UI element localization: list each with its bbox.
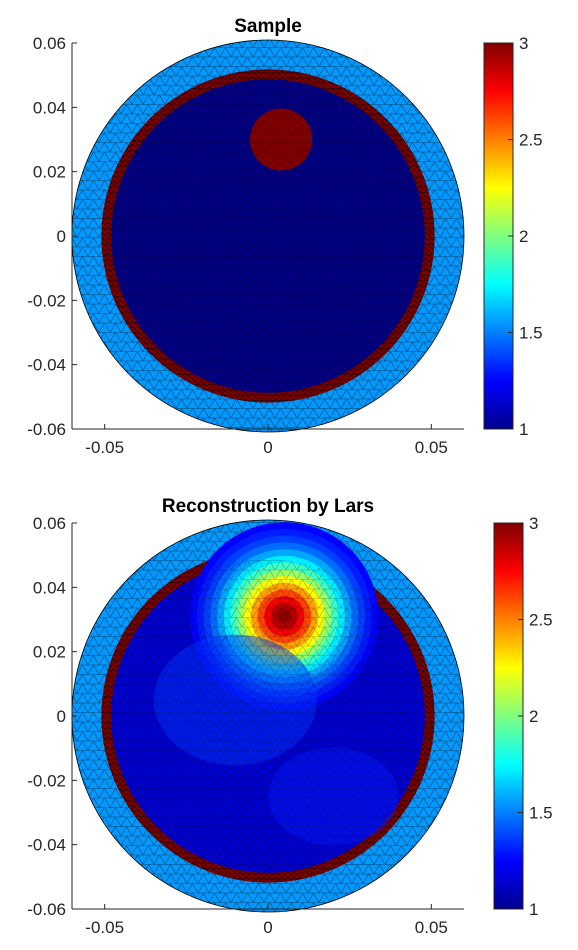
colorbar-tick-label: 3	[519, 34, 528, 53]
colorbar-tick-label: 2	[529, 707, 538, 726]
x-tick-label: -0.05	[85, 918, 124, 937]
chart-title: Sample	[234, 16, 302, 37]
y-tick-label: 0.04	[33, 578, 66, 597]
y-tick-label: 0.06	[33, 34, 66, 53]
colorbar-tick-label: 2	[519, 227, 528, 246]
colorbar-tick-label: 1	[519, 420, 528, 439]
mesh-overlay	[111, 79, 425, 393]
y-tick-label: -0.04	[27, 356, 66, 375]
y-tick-label: -0.06	[27, 420, 66, 439]
colorbar-tick-label: 2.5	[519, 131, 543, 150]
colorbar-tick-label: 1	[529, 900, 538, 919]
colorbar-tick-label: 1.5	[529, 804, 553, 823]
y-tick-label: 0	[57, 227, 66, 246]
y-tick-label: -0.02	[27, 771, 66, 790]
colorbar-tick-label: 1.5	[519, 324, 543, 343]
y-tick-label: -0.04	[27, 836, 66, 855]
panel-reconstruction: 0.06 0.04 0.02 0 -0.02 -0.04 -0.06 -0.05 0 0.05 Re…	[27, 496, 552, 937]
x-tick-label: 0	[263, 438, 272, 457]
x-tick-label: 0.05	[415, 438, 448, 457]
mesh-overlay	[111, 559, 425, 873]
y-tick-label: -0.06	[27, 900, 66, 919]
y-tick-label: 0.02	[33, 643, 66, 662]
colorbar-tick-label: 3	[529, 514, 538, 533]
y-tick-label: 0.02	[33, 163, 66, 182]
x-tick-label: 0	[263, 918, 272, 937]
y-tick-label: 0	[57, 707, 66, 726]
mesh-field	[72, 520, 464, 912]
y-tick-label: -0.02	[27, 291, 66, 310]
y-tick-label: 0.04	[33, 98, 66, 117]
mesh-field	[72, 40, 464, 432]
x-tick-label: -0.05	[85, 438, 124, 457]
chart-title: Reconstruction by Lars	[162, 496, 374, 517]
y-tick-label: 0.06	[33, 514, 66, 533]
panel-sample: 0.06 0.04 0.02 0 -0.02 -0.04 -0.06 -0.05 0 0.05 Sa…	[27, 16, 542, 457]
x-tick-label: 0.05	[415, 918, 448, 937]
colorbar-tick-label: 2.5	[529, 611, 553, 630]
